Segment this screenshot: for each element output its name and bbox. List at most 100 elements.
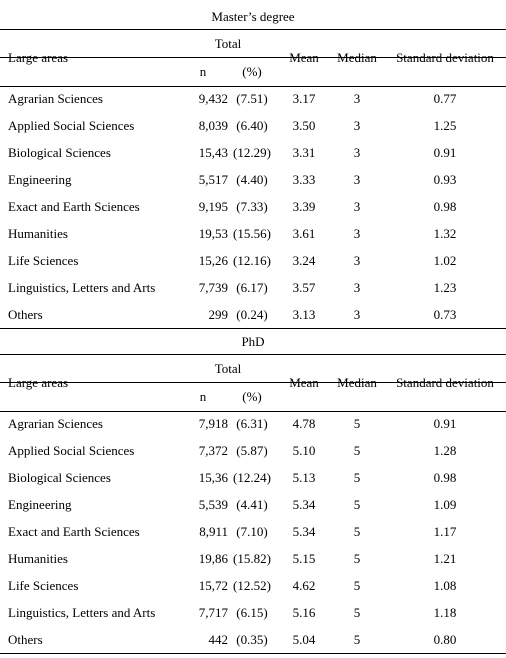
cell: (4.41) [236, 497, 267, 512]
cell: 3 [354, 253, 361, 268]
row-label: Linguistics, Letters and Arts [8, 605, 155, 620]
row-label: Agrarian Sciences [8, 416, 103, 431]
cell: 8,039 [199, 118, 228, 133]
cell: 8,911 [199, 524, 228, 539]
cell: 9,432 [199, 91, 228, 106]
column-header: n [200, 64, 207, 79]
cell: (4.40) [236, 172, 267, 187]
cell: 5.34 [293, 524, 316, 539]
cell: 5.34 [293, 497, 316, 512]
cell: 19,86 [199, 551, 229, 566]
cell: 3 [354, 145, 361, 160]
cell: (15.56) [233, 226, 271, 241]
cell: (6.17) [236, 280, 267, 295]
cell: 3 [354, 172, 361, 187]
cell: 299 [209, 307, 229, 322]
cell: 0.93 [434, 172, 457, 187]
column-header: Mean [289, 50, 319, 65]
cell: 5 [354, 632, 361, 647]
row-label: Life Sciences [8, 253, 78, 268]
cell: 5,539 [199, 497, 228, 512]
cell: 3 [354, 199, 361, 214]
cell: 0.77 [434, 91, 457, 106]
cell: 1.32 [434, 226, 457, 241]
row-label: Exact and Earth Sciences [8, 199, 140, 214]
row-label: Exact and Earth Sciences [8, 524, 140, 539]
row-label: Life Sciences [8, 578, 78, 593]
cell: 3.24 [293, 253, 316, 268]
row-label: Linguistics, Letters and Arts [8, 280, 155, 295]
cell: (12.29) [233, 145, 271, 160]
cell: 3.39 [293, 199, 316, 214]
cell: (12.24) [233, 470, 271, 485]
cell: 5 [354, 443, 361, 458]
cell: 1.18 [434, 605, 457, 620]
cell: (0.24) [236, 307, 267, 322]
cell: 3.33 [293, 172, 316, 187]
cell: (12.16) [233, 253, 271, 268]
row-label: Engineering [8, 497, 72, 512]
cell: 5.10 [293, 443, 316, 458]
column-header: Mean [289, 375, 319, 390]
cell: (0.35) [236, 632, 267, 647]
row-label: Humanities [8, 551, 68, 566]
cell: 7,739 [199, 280, 228, 295]
cell: 3 [354, 118, 361, 133]
cell: 7,717 [199, 605, 229, 620]
cell: 5 [354, 551, 361, 566]
cell: 0.98 [434, 199, 457, 214]
cell: 1.17 [434, 524, 457, 539]
row-label: Humanities [8, 226, 68, 241]
cell: 15,36 [199, 470, 229, 485]
column-header: Median [337, 375, 377, 390]
column-header: Standard deviation [396, 375, 494, 390]
cell: 3.57 [293, 280, 316, 295]
column-header: Large areas [8, 50, 68, 65]
cell: (12.52) [233, 578, 271, 593]
row-label: Others [8, 307, 43, 322]
cell: 1.23 [434, 280, 457, 295]
cell: 0.80 [434, 632, 457, 647]
row-label: Biological Sciences [8, 470, 111, 485]
cell: 3.50 [293, 118, 316, 133]
cell: 1.08 [434, 578, 457, 593]
cell: 3.13 [293, 307, 316, 322]
cell: 5.15 [293, 551, 316, 566]
cell: 15,43 [199, 145, 228, 160]
cell: 3 [354, 307, 361, 322]
cell: (6.31) [236, 416, 267, 431]
cell: 9,195 [199, 199, 228, 214]
row-label: Others [8, 632, 43, 647]
cell: 5 [354, 605, 361, 620]
cell: 3 [354, 91, 361, 106]
cell: (7.33) [236, 199, 267, 214]
cell: 1.28 [434, 443, 457, 458]
column-header: (%) [242, 64, 262, 79]
group-header: Total [215, 36, 242, 51]
cell: (15.82) [233, 551, 271, 566]
cell: 5,517 [199, 172, 229, 187]
cell: 3.17 [293, 91, 316, 106]
column-header: Large areas [8, 375, 68, 390]
cell: 19,53 [199, 226, 228, 241]
row-label: Applied Social Sciences [8, 118, 134, 133]
cell: (6.40) [236, 118, 267, 133]
cell: 5 [354, 497, 361, 512]
cell: 5 [354, 578, 361, 593]
cell: 3.61 [293, 226, 316, 241]
cell: (7.10) [236, 524, 267, 539]
cell: (5.87) [236, 443, 267, 458]
cell: 3.31 [293, 145, 316, 160]
row-label: Biological Sciences [8, 145, 111, 160]
cell: 15,26 [199, 253, 229, 268]
cell: 4.62 [293, 578, 316, 593]
row-label: Agrarian Sciences [8, 91, 103, 106]
cell: 15,72 [199, 578, 228, 593]
column-header: Standard deviation [396, 50, 494, 65]
cell: 3 [354, 226, 361, 241]
cell: 1.25 [434, 118, 457, 133]
cell: 0.73 [434, 307, 457, 322]
group-header: Total [215, 361, 242, 376]
section-title: Master’s degree [211, 9, 294, 24]
